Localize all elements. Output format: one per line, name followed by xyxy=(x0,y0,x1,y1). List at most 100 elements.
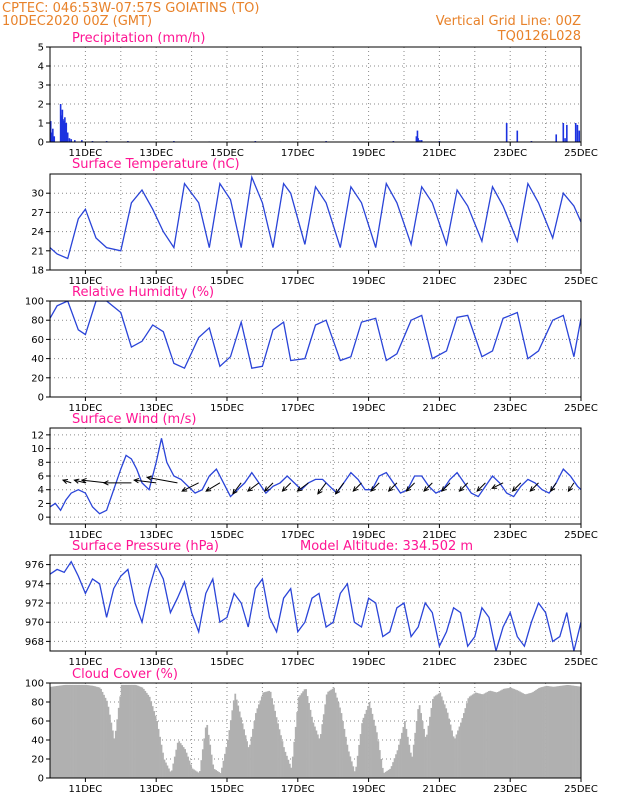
cloud-bar xyxy=(296,712,299,778)
cloud-bar xyxy=(522,693,524,778)
cloud-bar xyxy=(454,738,456,778)
cloud-bar xyxy=(78,684,80,778)
cloud-bar xyxy=(378,750,381,778)
cloud-bar xyxy=(507,688,510,778)
x-tick-label: 11DEC xyxy=(69,403,103,414)
cloud-bar xyxy=(243,729,245,778)
cloud-bar xyxy=(185,752,188,778)
cloud-bar xyxy=(252,728,254,778)
cloud-bar xyxy=(265,691,268,778)
wind-arrowhead xyxy=(550,486,556,493)
cloud-bar xyxy=(166,765,169,778)
panel-title: Relative Humidity (%) xyxy=(72,285,214,300)
wind-arrowhead xyxy=(476,486,483,492)
precip-bar xyxy=(574,123,577,142)
cloud-bar xyxy=(229,720,232,778)
y-tick-label: 6 xyxy=(38,472,44,483)
cloud-bar xyxy=(550,686,552,778)
series-group xyxy=(50,560,581,651)
wind-arrowhead xyxy=(370,486,376,492)
header: CPTEC: 046:53W-07:57S GOIATINS (TO) 10DE… xyxy=(2,1,581,44)
cloud-bar xyxy=(570,685,573,778)
x-tick-label: 19DEC xyxy=(352,148,386,159)
cloud-bar xyxy=(383,772,386,778)
wind-vector xyxy=(205,482,221,492)
series-group xyxy=(50,438,581,515)
cloud-bar xyxy=(387,769,390,778)
wind-arrowhead xyxy=(423,486,429,492)
cloud-bar xyxy=(259,700,262,778)
precip-bar xyxy=(65,123,68,142)
precip-bar xyxy=(50,121,52,142)
cloud-bar xyxy=(191,768,194,778)
wind-vector xyxy=(512,482,522,492)
cloud-bar xyxy=(212,764,215,778)
wind-arrowhead xyxy=(405,486,412,492)
cloud-bar xyxy=(299,695,302,778)
wind-line xyxy=(50,438,581,515)
cloud-bar xyxy=(460,722,462,778)
cloud-bar xyxy=(572,685,574,778)
cloud-bar xyxy=(122,684,125,778)
cloud-bar xyxy=(216,771,219,778)
wind-arrowhead xyxy=(440,486,447,492)
cloud-bar xyxy=(519,691,521,778)
precip-bar xyxy=(68,138,71,142)
cloud-bar xyxy=(401,732,403,778)
cloud-bar xyxy=(347,751,350,778)
wind-vector xyxy=(282,482,292,492)
cloud-bar xyxy=(66,684,68,778)
cloud-bar xyxy=(411,756,414,778)
y-tick-label: 12 xyxy=(31,430,44,441)
cloud-bar xyxy=(86,685,89,778)
cloud-bar xyxy=(94,686,97,778)
cloud-bar xyxy=(315,730,318,778)
cloud-bar xyxy=(82,684,85,778)
precip-bar xyxy=(81,140,83,142)
cloud-bar xyxy=(449,724,452,778)
y-tick-label: 27 xyxy=(31,208,44,219)
cloud-bar xyxy=(203,738,206,778)
cloud-bar xyxy=(396,750,399,778)
cloud-bar xyxy=(163,759,166,778)
x-tick-label: 25DEC xyxy=(564,784,598,795)
wind-vector xyxy=(297,482,309,492)
y-tick-label: 0 xyxy=(38,774,44,785)
cloud-bar xyxy=(516,690,518,778)
cloud-bar xyxy=(52,686,55,778)
rh-line xyxy=(50,301,581,370)
panel-rh: 0 20 40 60 80 100 11DEC 13DEC 15DEC 17DEC 19DEC 21D… xyxy=(25,285,598,414)
cloud-bar xyxy=(204,727,207,778)
cloud-bar xyxy=(436,694,439,778)
wind-vector xyxy=(147,476,178,484)
cloud-bar xyxy=(168,768,170,778)
cloud-bar xyxy=(303,689,306,778)
series-group xyxy=(50,684,581,778)
cloud-bar xyxy=(305,689,307,778)
y-tick-label: 21 xyxy=(31,246,44,257)
x-tick-label: 17DEC xyxy=(281,403,315,414)
cloud-bar xyxy=(234,693,237,778)
y-tick-label: 20 xyxy=(31,373,44,384)
wind-arrowhead xyxy=(146,475,153,481)
wind-vector xyxy=(181,482,199,492)
cloud-bar xyxy=(262,692,265,778)
cloud-bar xyxy=(72,684,74,778)
cloud-bar xyxy=(288,763,291,778)
x-tick-label: 23DEC xyxy=(493,657,527,668)
cloud-bar xyxy=(433,696,436,778)
precip-bar xyxy=(566,124,568,142)
x-tick-label: 15DEC xyxy=(210,276,244,287)
cloud-bar xyxy=(576,686,579,778)
cloud-bar xyxy=(314,726,316,778)
wind-vector xyxy=(568,482,575,492)
wind-vector xyxy=(459,482,469,492)
wind-arrowhead xyxy=(567,486,573,493)
cloud-bar xyxy=(405,728,408,778)
cloud-bar xyxy=(111,730,114,778)
y-tick-label: 100 xyxy=(25,297,44,308)
cloud-bar xyxy=(151,706,154,778)
y-tick-label: 970 xyxy=(25,618,44,629)
cloud-bar xyxy=(492,691,495,778)
cloud-bar xyxy=(188,760,191,778)
